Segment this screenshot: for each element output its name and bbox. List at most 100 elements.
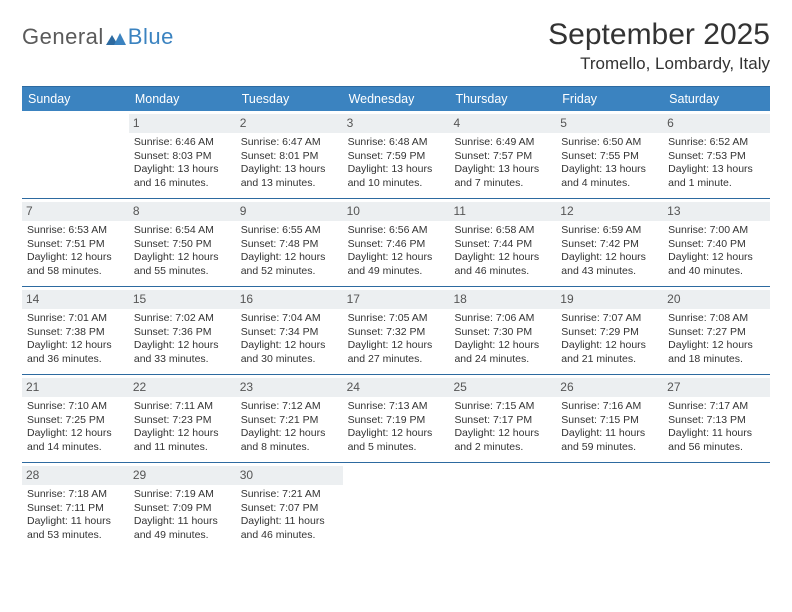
calendar-cell: . xyxy=(556,463,663,551)
day-number: 15 xyxy=(129,290,236,309)
daylight-text: Daylight: 12 hours and 21 minutes. xyxy=(561,339,658,366)
sunrise-text: Sunrise: 7:12 AM xyxy=(241,400,338,413)
calendar-cell: 27Sunrise: 7:17 AMSunset: 7:13 PMDayligh… xyxy=(663,375,770,462)
sunset-text: Sunset: 7:40 PM xyxy=(668,238,765,251)
sunset-text: Sunset: 7:09 PM xyxy=(134,502,231,515)
sunset-text: Sunset: 7:30 PM xyxy=(454,326,551,339)
weekday-header: Tuesday xyxy=(236,87,343,111)
sunrise-text: Sunrise: 7:06 AM xyxy=(454,312,551,325)
daylight-text: Daylight: 12 hours and 58 minutes. xyxy=(27,251,124,278)
daylight-text: Daylight: 11 hours and 49 minutes. xyxy=(134,515,231,542)
calendar-week-row: 21Sunrise: 7:10 AMSunset: 7:25 PMDayligh… xyxy=(22,375,770,463)
day-number: 25 xyxy=(449,378,556,397)
daylight-text: Daylight: 13 hours and 16 minutes. xyxy=(134,163,231,190)
calendar-week-row: 14Sunrise: 7:01 AMSunset: 7:38 PMDayligh… xyxy=(22,287,770,375)
daylight-text: Daylight: 13 hours and 4 minutes. xyxy=(561,163,658,190)
calendar-cell: 19Sunrise: 7:07 AMSunset: 7:29 PMDayligh… xyxy=(556,287,663,374)
weekday-header: Monday xyxy=(129,87,236,111)
sunset-text: Sunset: 7:34 PM xyxy=(241,326,338,339)
calendar-cell: 3Sunrise: 6:48 AMSunset: 7:59 PMDaylight… xyxy=(343,111,450,198)
calendar-cell: . xyxy=(663,463,770,551)
daylight-text: Daylight: 12 hours and 14 minutes. xyxy=(27,427,124,454)
daylight-text: Daylight: 12 hours and 43 minutes. xyxy=(561,251,658,278)
daylight-text: Daylight: 12 hours and 55 minutes. xyxy=(134,251,231,278)
calendar-week-row: .1Sunrise: 6:46 AMSunset: 8:03 PMDayligh… xyxy=(22,111,770,199)
day-number: 30 xyxy=(236,466,343,485)
daylight-text: Daylight: 12 hours and 52 minutes. xyxy=(241,251,338,278)
calendar-week-row: 28Sunrise: 7:18 AMSunset: 7:11 PMDayligh… xyxy=(22,463,770,551)
calendar-cell: 26Sunrise: 7:16 AMSunset: 7:15 PMDayligh… xyxy=(556,375,663,462)
calendar-cell: 5Sunrise: 6:50 AMSunset: 7:55 PMDaylight… xyxy=(556,111,663,198)
daylight-text: Daylight: 12 hours and 40 minutes. xyxy=(668,251,765,278)
daylight-text: Daylight: 12 hours and 30 minutes. xyxy=(241,339,338,366)
day-number: 1 xyxy=(129,114,236,133)
sunrise-text: Sunrise: 7:17 AM xyxy=(668,400,765,413)
sunrise-text: Sunrise: 7:10 AM xyxy=(27,400,124,413)
day-number: 29 xyxy=(129,466,236,485)
sunrise-text: Sunrise: 7:16 AM xyxy=(561,400,658,413)
sunrise-text: Sunrise: 6:46 AM xyxy=(134,136,231,149)
sunrise-text: Sunrise: 7:13 AM xyxy=(348,400,445,413)
sunset-text: Sunset: 7:38 PM xyxy=(27,326,124,339)
sunset-text: Sunset: 7:17 PM xyxy=(454,414,551,427)
day-number: 3 xyxy=(343,114,450,133)
sunset-text: Sunset: 8:01 PM xyxy=(241,150,338,163)
daylight-text: Daylight: 11 hours and 46 minutes. xyxy=(241,515,338,542)
calendar-cell: . xyxy=(449,463,556,551)
weekday-header: Wednesday xyxy=(343,87,450,111)
sunset-text: Sunset: 7:32 PM xyxy=(348,326,445,339)
title-block: September 2025 Tromello, Lombardy, Italy xyxy=(548,18,770,74)
sunrise-text: Sunrise: 7:11 AM xyxy=(134,400,231,413)
sunset-text: Sunset: 7:23 PM xyxy=(134,414,231,427)
calendar-cell: 16Sunrise: 7:04 AMSunset: 7:34 PMDayligh… xyxy=(236,287,343,374)
day-number: 2 xyxy=(236,114,343,133)
page-title: September 2025 xyxy=(548,18,770,52)
calendar-cell: 13Sunrise: 7:00 AMSunset: 7:40 PMDayligh… xyxy=(663,199,770,286)
weekday-header: Sunday xyxy=(22,87,129,111)
day-number: 7 xyxy=(22,202,129,221)
sunset-text: Sunset: 7:46 PM xyxy=(348,238,445,251)
daylight-text: Daylight: 12 hours and 36 minutes. xyxy=(27,339,124,366)
sunrise-text: Sunrise: 6:49 AM xyxy=(454,136,551,149)
day-number: 14 xyxy=(22,290,129,309)
header: General Blue September 2025 Tromello, Lo… xyxy=(22,18,770,74)
sunset-text: Sunset: 7:29 PM xyxy=(561,326,658,339)
sunset-text: Sunset: 7:57 PM xyxy=(454,150,551,163)
sunrise-text: Sunrise: 6:56 AM xyxy=(348,224,445,237)
daylight-text: Daylight: 12 hours and 46 minutes. xyxy=(454,251,551,278)
daylight-text: Daylight: 12 hours and 27 minutes. xyxy=(348,339,445,366)
daylight-text: Daylight: 12 hours and 8 minutes. xyxy=(241,427,338,454)
brand-text-2: Blue xyxy=(128,24,174,50)
day-number: 11 xyxy=(449,202,556,221)
sunset-text: Sunset: 7:44 PM xyxy=(454,238,551,251)
sunrise-text: Sunrise: 7:07 AM xyxy=(561,312,658,325)
day-number: 26 xyxy=(556,378,663,397)
day-number: 22 xyxy=(129,378,236,397)
sunset-text: Sunset: 7:48 PM xyxy=(241,238,338,251)
calendar-cell: 10Sunrise: 6:56 AMSunset: 7:46 PMDayligh… xyxy=(343,199,450,286)
daylight-text: Daylight: 11 hours and 53 minutes. xyxy=(27,515,124,542)
calendar-cell: 2Sunrise: 6:47 AMSunset: 8:01 PMDaylight… xyxy=(236,111,343,198)
daylight-text: Daylight: 12 hours and 49 minutes. xyxy=(348,251,445,278)
sunrise-text: Sunrise: 6:48 AM xyxy=(348,136,445,149)
sunrise-text: Sunrise: 7:04 AM xyxy=(241,312,338,325)
day-number: 21 xyxy=(22,378,129,397)
sunset-text: Sunset: 7:11 PM xyxy=(27,502,124,515)
calendar-cell: 21Sunrise: 7:10 AMSunset: 7:25 PMDayligh… xyxy=(22,375,129,462)
calendar-cell: 11Sunrise: 6:58 AMSunset: 7:44 PMDayligh… xyxy=(449,199,556,286)
day-number: 18 xyxy=(449,290,556,309)
sunset-text: Sunset: 7:19 PM xyxy=(348,414,445,427)
sunrise-text: Sunrise: 7:15 AM xyxy=(454,400,551,413)
sunset-text: Sunset: 7:27 PM xyxy=(668,326,765,339)
sunrise-text: Sunrise: 6:52 AM xyxy=(668,136,765,149)
sunrise-text: Sunrise: 7:01 AM xyxy=(27,312,124,325)
day-number: 6 xyxy=(663,114,770,133)
sunset-text: Sunset: 7:55 PM xyxy=(561,150,658,163)
day-number: 27 xyxy=(663,378,770,397)
sunrise-text: Sunrise: 6:59 AM xyxy=(561,224,658,237)
sunset-text: Sunset: 7:13 PM xyxy=(668,414,765,427)
sunrise-text: Sunrise: 7:18 AM xyxy=(27,488,124,501)
weekday-header: Thursday xyxy=(449,87,556,111)
calendar-cell: 7Sunrise: 6:53 AMSunset: 7:51 PMDaylight… xyxy=(22,199,129,286)
calendar-cell: 22Sunrise: 7:11 AMSunset: 7:23 PMDayligh… xyxy=(129,375,236,462)
